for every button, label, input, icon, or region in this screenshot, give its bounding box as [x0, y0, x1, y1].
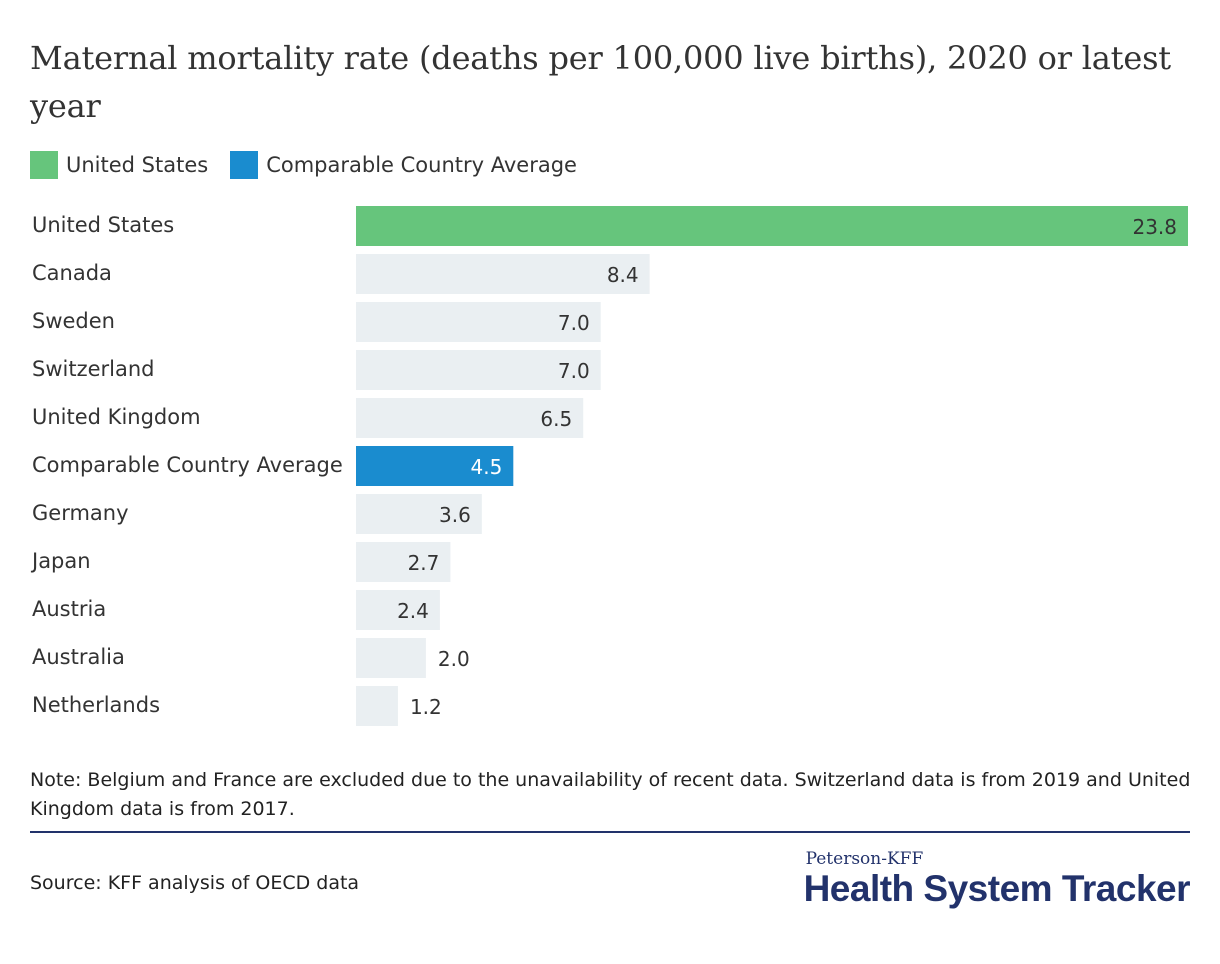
category-label-germany: Germany — [32, 501, 129, 525]
category-label-sweden: Sweden — [32, 309, 115, 333]
value-label-sweden: 7.0 — [558, 311, 590, 335]
value-label-switzerland: 7.0 — [558, 359, 590, 383]
legend-item-united-states: United States — [30, 151, 208, 179]
value-label-japan: 2.7 — [408, 551, 440, 575]
category-label-japan: Japan — [30, 549, 91, 573]
category-label-netherlands: Netherlands — [32, 693, 160, 717]
bar-netherlands — [356, 686, 398, 726]
category-label-austria: Austria — [32, 597, 106, 621]
bar-japan — [356, 542, 451, 582]
value-label-australia: 2.0 — [438, 647, 470, 671]
value-label-united-states: 23.8 — [1132, 215, 1177, 239]
chart-note: Note: Belgium and France are excluded du… — [30, 769, 1191, 820]
category-label-comparable-country-average: Comparable Country Average — [32, 453, 343, 477]
source-text: Source: KFF analysis of OECD data — [30, 872, 360, 894]
legend-swatch-comparable-average — [230, 151, 259, 179]
bar-switzerland — [356, 350, 601, 390]
bar-australia — [356, 638, 426, 678]
category-label-united-states: United States — [32, 213, 174, 237]
bar-canada — [356, 254, 650, 294]
bar-chart: United States 23.8 Canada 8.4 Sweden 7.0 Switz… — [30, 206, 1188, 726]
bar-united-kingdom — [356, 398, 584, 438]
category-label-united-kingdom: United Kingdom — [32, 405, 201, 429]
category-label-switzerland: Switzerland — [32, 357, 155, 381]
brand-big-text: Health System Tracker — [803, 868, 1191, 909]
value-label-canada: 8.4 — [607, 263, 639, 287]
legend-label-comparable-average: Comparable Country Average — [266, 153, 577, 177]
value-label-netherlands: 1.2 — [410, 695, 442, 719]
divider — [30, 831, 1190, 833]
bar-germany — [356, 494, 482, 534]
bar-comparable-country-average — [356, 446, 514, 486]
legend-item-comparable-average: Comparable Country Average — [230, 151, 577, 179]
value-label-germany: 3.6 — [439, 503, 471, 527]
bar-sweden — [356, 302, 601, 342]
chart-title: Maternal mortality rate (deaths per 100,… — [30, 39, 1171, 125]
category-label-canada: Canada — [32, 261, 112, 285]
brand-small-text: Peterson-KFF — [805, 849, 924, 869]
bar-austria — [356, 590, 440, 630]
category-label-australia: Australia — [32, 645, 125, 669]
bar-united-states — [356, 206, 1188, 246]
legend: United States Comparable Country Average — [30, 150, 577, 180]
value-label-united-kingdom: 6.5 — [540, 407, 572, 431]
value-label-comparable-country-average: 4.5 — [470, 455, 502, 479]
value-label-austria: 2.4 — [397, 599, 429, 623]
brand-logo: Peterson-KFF Health System Tracker — [803, 849, 1191, 909]
legend-swatch-united-states — [30, 151, 58, 179]
legend-label-united-states: United States — [66, 153, 209, 177]
